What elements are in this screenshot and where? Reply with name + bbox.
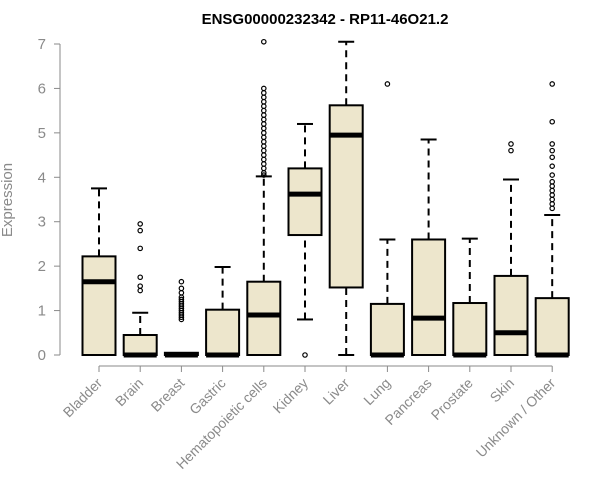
outlier-point — [137, 245, 144, 252]
outlier-point — [260, 161, 267, 167]
box-group — [246, 38, 282, 357]
outlier-point — [260, 156, 267, 163]
x-tick-label: Skin — [487, 375, 518, 406]
y-tick-label: 2 — [38, 258, 46, 275]
y-axis-label: Expression — [0, 163, 16, 237]
chart-title: ENSG00000232342 - RP11-46O21.2 — [202, 11, 449, 28]
x-tick-label: Liver — [320, 375, 353, 408]
outlier-point — [137, 221, 144, 227]
y-tick-label: 5 — [38, 125, 46, 142]
outlier-point — [260, 116, 267, 123]
box-iqr — [246, 280, 282, 357]
y-tick-label: 3 — [38, 214, 46, 231]
outlier-point — [137, 283, 144, 289]
outlier-point — [260, 172, 267, 178]
outlier-point — [178, 289, 185, 296]
outlier-point — [549, 201, 556, 207]
box-group — [534, 81, 570, 358]
box-iqr — [411, 238, 447, 356]
box-group — [163, 278, 199, 358]
box-group — [328, 40, 364, 356]
outlier-point — [260, 130, 267, 136]
outlier-point — [260, 143, 267, 149]
outlier-point — [549, 172, 556, 178]
box-group — [411, 138, 447, 356]
outlier-point — [384, 81, 391, 87]
outlier-point — [260, 112, 267, 118]
outlier-point — [260, 94, 267, 101]
outlier-point — [508, 141, 514, 147]
y-tick-label: 6 — [38, 80, 46, 97]
outlier-point — [508, 147, 514, 154]
plot-area — [81, 38, 570, 358]
box-iqr — [369, 302, 405, 356]
outlier-point — [260, 90, 267, 96]
x-tick-label: Lung — [360, 375, 393, 408]
x-tick-label: Prostate — [428, 375, 476, 423]
box-iqr — [452, 302, 488, 357]
outlier-point — [260, 107, 267, 114]
outlier-point — [260, 121, 267, 127]
outlier-point — [549, 178, 556, 185]
box-group — [369, 81, 405, 358]
outlier-point — [260, 85, 267, 92]
outlier-point — [260, 103, 267, 110]
box-group — [493, 141, 529, 356]
x-tick-label: Breast — [148, 375, 188, 415]
outlier-point — [549, 192, 556, 198]
outlier-point — [549, 183, 556, 189]
outlier-point — [302, 352, 308, 358]
box-group — [287, 122, 323, 358]
outlier-point — [549, 163, 556, 169]
y-tick-label: 4 — [38, 169, 46, 186]
outlier-point — [549, 141, 556, 147]
x-tick-label: Brain — [112, 375, 146, 409]
outlier-point — [549, 81, 556, 87]
box-iqr — [287, 167, 323, 237]
outlier-point — [549, 154, 556, 161]
outlier-point — [137, 227, 144, 234]
outlier-point — [178, 296, 185, 303]
outlier-point — [260, 98, 267, 105]
outlier-point — [178, 285, 185, 292]
outlier-point — [260, 38, 267, 45]
outlier-point — [260, 152, 267, 158]
box-iqr — [534, 297, 570, 357]
outlier-point — [260, 125, 267, 132]
outlier-point — [260, 138, 267, 145]
y-axis: 0 1 2 3 4 5 6 7 — [38, 36, 61, 364]
box-iqr — [81, 255, 117, 356]
box-group — [81, 187, 117, 356]
y-tick-label: 1 — [38, 303, 46, 320]
y-tick-label: 7 — [38, 36, 46, 53]
outlier-point — [178, 278, 185, 285]
x-tick-label: Kidney — [270, 375, 312, 417]
box-group — [205, 266, 241, 358]
outlier-point — [137, 287, 144, 294]
outlier-point — [549, 147, 556, 154]
box-group — [122, 221, 158, 358]
outlier-point — [137, 274, 144, 281]
outlier-point — [549, 187, 556, 194]
y-tick-label: 0 — [38, 347, 46, 364]
outlier-point — [549, 196, 556, 203]
box-iqr — [493, 274, 529, 356]
outlier-point — [549, 118, 556, 125]
outlier-point — [260, 134, 267, 141]
outlier-point — [260, 147, 267, 154]
outlier-point — [260, 165, 267, 172]
x-tick-label: Bladder — [60, 375, 106, 421]
box-iqr — [205, 308, 241, 357]
box-group — [452, 237, 488, 358]
box-iqr — [122, 334, 158, 356]
outlier-point — [549, 205, 556, 212]
